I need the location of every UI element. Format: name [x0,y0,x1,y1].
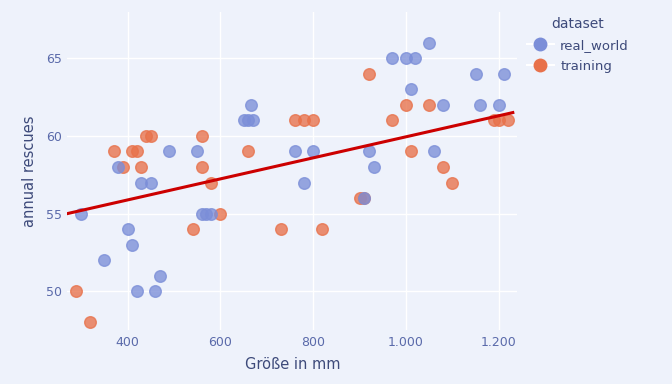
Point [475,102,486,108]
Point [289,148,300,154]
Point [387,117,398,123]
Point [85,319,96,326]
Point [71,288,82,295]
Point [108,148,119,154]
Point [243,117,253,123]
Point [470,71,481,77]
Point [364,71,374,77]
Point [196,210,207,217]
Point [429,148,439,154]
Point [132,288,142,295]
Point [364,148,374,154]
Point [298,117,309,123]
Point [298,179,309,185]
Point [245,102,256,108]
Point [127,242,138,248]
Point [164,148,175,154]
Point [354,195,365,201]
Point [215,210,226,217]
Point [243,148,253,154]
Point [122,226,133,232]
Point [359,195,370,201]
Point [132,148,142,154]
Point [136,164,147,170]
Point [187,226,198,232]
Point [401,55,411,61]
Point [206,210,216,217]
Point [424,40,435,46]
Point [206,179,216,185]
Point [410,55,421,61]
Point [503,117,513,123]
Point [308,117,319,123]
Point [489,117,499,123]
Point [405,148,416,154]
Point [192,148,202,154]
Point [401,102,411,108]
Y-axis label: annual rescues: annual rescues [22,115,38,227]
Point [76,210,87,217]
Point [127,148,138,154]
Point [99,257,110,263]
Point [150,288,161,295]
Point [238,117,249,123]
Point [405,86,416,92]
X-axis label: Größe in mm: Größe in mm [245,357,340,372]
Point [289,117,300,123]
Point [387,55,398,61]
Point [437,102,448,108]
Point [359,195,370,201]
Point [118,164,128,170]
Point [155,273,165,279]
Point [498,71,509,77]
Point [145,179,156,185]
Legend: real_world, training: real_world, training [522,12,634,78]
Point [140,133,151,139]
Point [368,164,379,170]
Point [201,210,212,217]
Point [145,133,156,139]
Point [196,164,207,170]
Point [424,102,435,108]
Point [317,226,328,232]
Point [196,133,207,139]
Point [136,179,147,185]
Point [276,226,286,232]
Point [493,117,504,123]
Point [308,148,319,154]
Point [447,179,458,185]
Point [437,164,448,170]
Point [113,164,124,170]
Point [247,117,258,123]
Point [493,102,504,108]
